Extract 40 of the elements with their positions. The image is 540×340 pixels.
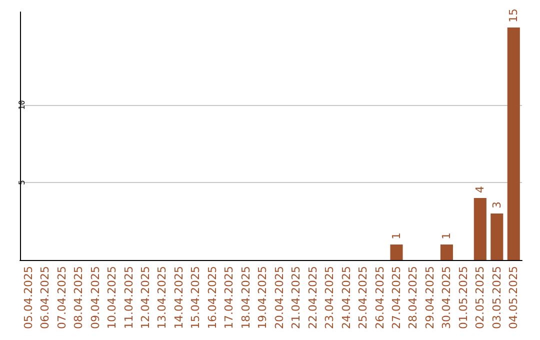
x-tick-label: 13.04.2025	[156, 266, 169, 329]
x-tick-label: 16.04.2025	[206, 266, 219, 329]
x-tick-label: 09.04.2025	[88, 266, 102, 329]
x-tick-label: 17.04.2025	[222, 266, 236, 329]
x-tick-label: 24.04.2025	[340, 266, 353, 329]
x-tick-label: 10.04.2025	[106, 266, 119, 329]
x-tick-label: 08.04.2025	[72, 266, 86, 329]
x-tick-label: 11.04.2025	[122, 266, 136, 329]
data-label: 15	[507, 8, 520, 22]
x-tick-label: 20.04.2025	[272, 266, 286, 329]
bar	[490, 214, 504, 260]
x-tick-label: 14.04.2025	[172, 266, 186, 329]
x-tick-label: 03.05.2025	[490, 266, 504, 329]
x-tick-label: 04.05.2025	[507, 266, 520, 329]
x-tick-label: 29.04.2025	[423, 266, 436, 329]
x-tick-label: 19.04.2025	[256, 266, 270, 329]
x-tick-label: 21.04.2025	[290, 266, 303, 329]
data-label: 4	[474, 186, 487, 193]
x-tick-label: 26.04.2025	[373, 266, 386, 329]
data-label: 1	[390, 232, 403, 240]
x-tick-label: 07.04.2025	[55, 266, 68, 329]
bar	[390, 244, 403, 260]
bar	[474, 198, 486, 260]
x-tick-label: 23.04.2025	[323, 266, 336, 329]
data-label: 3	[490, 202, 504, 208]
bar	[440, 244, 453, 260]
x-tick-label: 18.04.2025	[239, 266, 252, 329]
x-tick-label: 30.04.2025	[440, 266, 454, 329]
x-tick-label: 27.04.2025	[390, 266, 403, 329]
x-tick-label: 02.05.2025	[474, 266, 487, 329]
x-tick-label: 12.04.2025	[139, 266, 152, 329]
x-tick-label: 15.04.2025	[189, 266, 202, 329]
x-tick-label: 22.04.2025	[306, 266, 320, 329]
x-tick-label: 25.04.2025	[356, 266, 370, 329]
x-tick-label: 05.04.2025	[22, 266, 35, 329]
x-tick-label: 01.05.2025	[456, 266, 470, 329]
x-tick-label: 28.04.2025	[406, 266, 420, 329]
bar	[507, 28, 520, 260]
data-label: 1	[440, 232, 454, 240]
x-tick-label: 06.04.2025	[38, 266, 52, 329]
